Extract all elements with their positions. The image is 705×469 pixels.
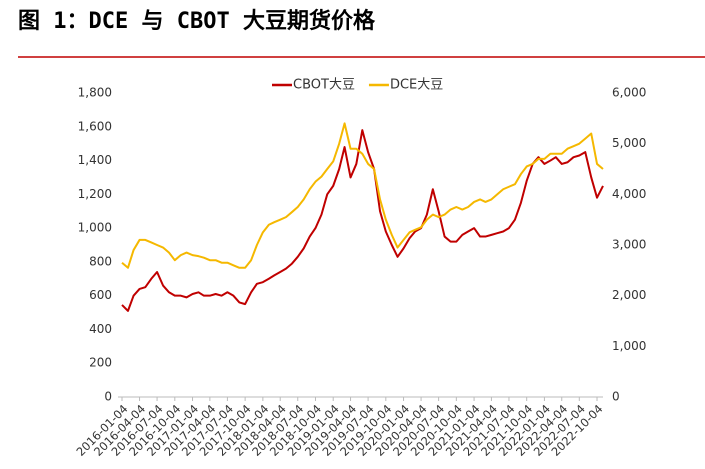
y2-tick-label: 0	[612, 390, 620, 404]
legend-label: CBOT大豆	[293, 78, 355, 93]
y2-tick-label: 3,000	[612, 238, 646, 252]
y-tick-label: 200	[89, 356, 112, 370]
series-line	[121, 122, 604, 269]
y2-tick-label: 4,000	[612, 187, 646, 201]
y-tick-label: 1,200	[78, 187, 112, 201]
y-tick-label: 1,400	[78, 153, 112, 167]
y-tick-label: 0	[104, 390, 112, 404]
y2-tick-label: 2,000	[612, 288, 646, 302]
series-line	[121, 129, 604, 312]
y-tick-label: 600	[89, 288, 112, 302]
y-tick-label: 1,800	[78, 86, 112, 100]
legend-label: DCE大豆	[390, 78, 443, 93]
y-tick-label: 1,000	[78, 221, 112, 235]
y2-tick-label: 5,000	[612, 136, 646, 150]
y-tick-label: 1,600	[78, 119, 112, 133]
y-tick-label: 800	[89, 254, 112, 268]
y2-tick-label: 1,000	[612, 339, 646, 353]
y-tick-label: 400	[89, 322, 112, 336]
y2-tick-label: 6,000	[612, 86, 646, 100]
chart-title: 图 1：DCE 与 CBOT 大豆期货价格	[18, 8, 376, 34]
